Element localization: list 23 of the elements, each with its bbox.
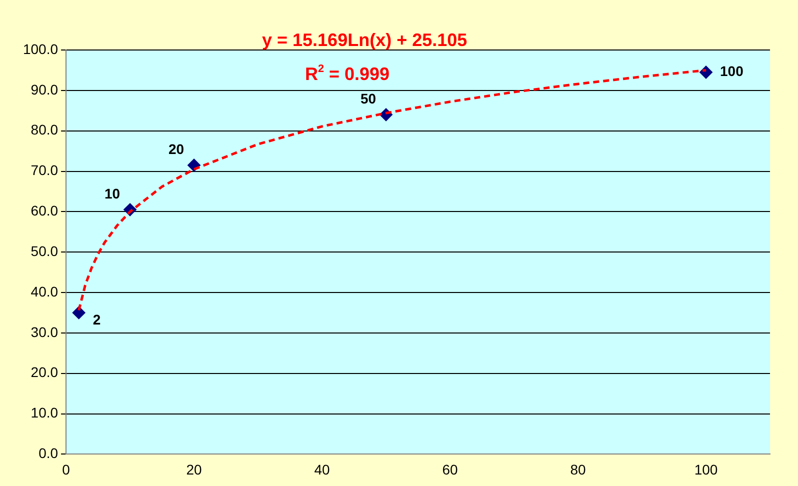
annotation: 2 (92, 312, 101, 328)
annotation: 10 (104, 186, 120, 202)
x-tick-label: 40 (314, 461, 330, 478)
y-tick-label: 70.0 (30, 162, 58, 178)
x-tick-label: 100 (694, 461, 718, 478)
y-tick-label: 20.0 (30, 364, 58, 380)
y-tick-label: 0.0 (38, 445, 58, 462)
x-tick-label: 80 (570, 461, 586, 478)
x-tick-label: 0 (62, 461, 70, 478)
y-tick-label: 80.0 (30, 122, 58, 138)
x-tick-label: 60 (442, 461, 458, 478)
y-tick-label: 10.0 (30, 404, 58, 421)
y-tick-label: 40.0 (30, 283, 58, 300)
text: y = 15.169Ln(x) + 25.105 (262, 30, 468, 50)
y-tick-label: 100.0 (22, 40, 58, 57)
annotation: 50 (360, 90, 376, 107)
annotation: 20 (168, 141, 184, 158)
y-tick-label: 60.0 (30, 202, 58, 219)
annotation: 100 (720, 63, 744, 80)
x-tick-label: 20 (186, 461, 202, 478)
y-tick-label: 30.0 (30, 324, 58, 340)
y-tick-label: 50.0 (30, 242, 58, 259)
y-tick-label: 90.0 (30, 81, 58, 98)
